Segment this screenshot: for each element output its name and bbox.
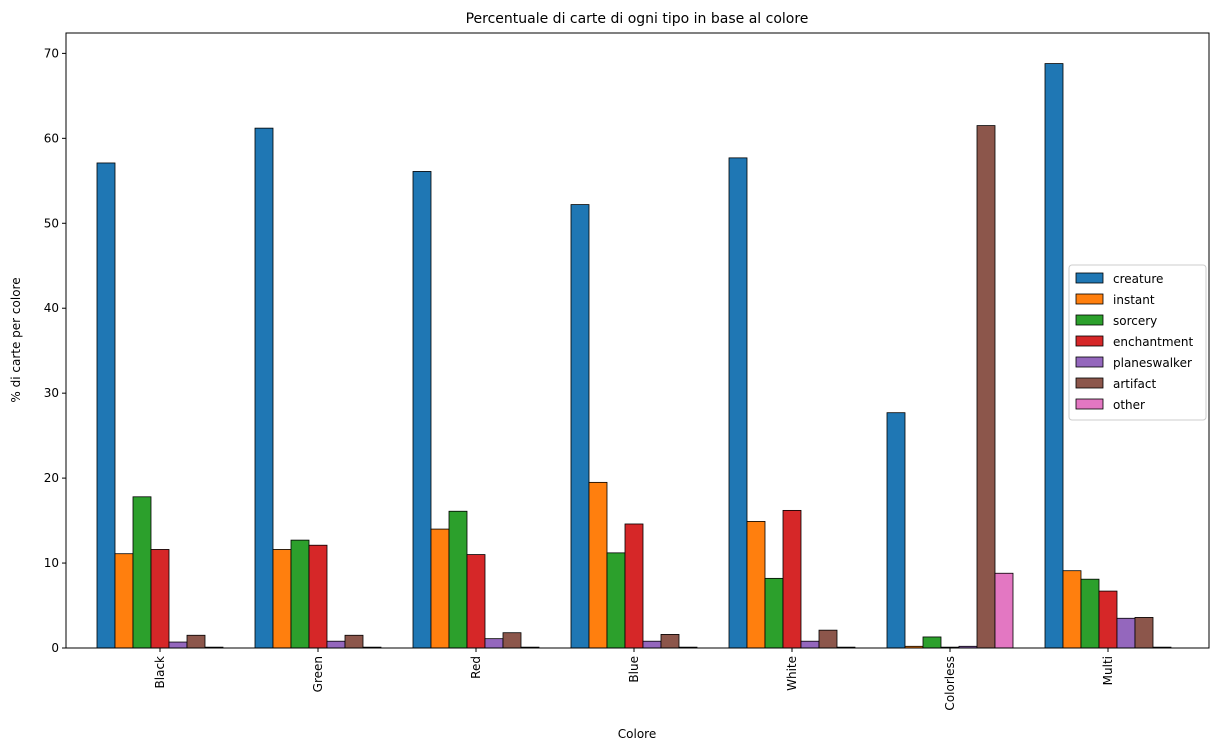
x-tick-label: White (785, 656, 799, 691)
bar-artifact-white (818, 629, 838, 649)
y-tick-label: 70 (44, 46, 59, 60)
bar-creature-black (96, 162, 116, 649)
bar-artifact-black (186, 634, 206, 649)
x-axis-label: Colore (618, 727, 656, 741)
bar-instant-white (746, 521, 766, 649)
y-tick-label: 60 (44, 131, 59, 145)
legend-label-other: other (1113, 398, 1145, 412)
legend-label-sorcery: sorcery (1113, 314, 1157, 328)
bar-instant-multi (1062, 570, 1082, 649)
legend-label-creature: creature (1113, 272, 1163, 286)
plot-frame (65, 32, 1210, 649)
bar-creature-red (412, 171, 432, 649)
bar-instant-red (430, 528, 450, 649)
bar-enchantment-multi (1098, 590, 1118, 649)
legend-swatch-enchantment (1075, 335, 1104, 347)
bar-sorcery-green (290, 539, 310, 649)
y-tick-label: 20 (44, 471, 59, 485)
legend-label-instant: instant (1113, 293, 1155, 307)
bar-sorcery-blue (606, 552, 626, 649)
bars-group (96, 63, 1172, 649)
bar-creature-multi (1044, 63, 1064, 649)
bar-enchantment-blue (624, 523, 644, 649)
bar-creature-blue (570, 204, 590, 649)
bar-instant-blue (588, 481, 608, 649)
y-tick-label: 10 (44, 556, 59, 570)
bar-enchantment-red (466, 554, 486, 649)
bar-artifact-red (502, 632, 522, 649)
x-tick-label: Colorless (943, 656, 957, 711)
legend-label-enchantment: enchantment (1113, 335, 1194, 349)
bar-artifact-green (344, 634, 364, 649)
legend-swatch-planeswalker (1075, 356, 1104, 368)
bar-sorcery-white (764, 577, 784, 649)
x-tick-label: Multi (1101, 656, 1115, 685)
legend-swatch-other (1075, 398, 1104, 410)
bar-sorcery-colorless (922, 636, 942, 649)
bar-creature-colorless (886, 412, 906, 649)
bar-planeswalker-black (168, 641, 188, 649)
legend-swatch-creature (1075, 272, 1104, 284)
legend-swatch-sorcery (1075, 314, 1104, 326)
bar-sorcery-black (132, 496, 152, 649)
x-tick-label: Red (469, 656, 483, 679)
legend-label-planeswalker: planeswalker (1113, 356, 1192, 370)
bar-creature-green (254, 127, 274, 649)
bar-planeswalker-blue (642, 640, 662, 649)
bar-enchantment-black (150, 549, 170, 649)
bar-sorcery-multi (1080, 578, 1100, 649)
bar-instant-black (114, 553, 134, 649)
bar-instant-green (272, 549, 292, 649)
chart-title: Percentuale di carte di ogni tipo in bas… (466, 11, 809, 27)
y-tick-label: 40 (44, 301, 59, 315)
bar-enchantment-green (308, 544, 328, 649)
x-tick-label: Green (311, 656, 325, 692)
legend-swatch-instant (1075, 293, 1104, 305)
legend-swatch-artifact (1075, 377, 1104, 389)
x-tick-label: Black (153, 656, 167, 689)
y-axis: 0 10 20 30 40 50 60 70 (44, 46, 66, 655)
bar-artifact-blue (660, 634, 680, 649)
bar-enchantment-white (782, 509, 802, 649)
y-axis-label: % di carte per colore (9, 277, 23, 402)
x-axis: Black Green Red Blue White Colorless Multi (153, 648, 1115, 711)
bar-artifact-multi (1134, 617, 1154, 649)
bar-planeswalker-red (484, 638, 504, 649)
y-tick-label: 30 (44, 386, 59, 400)
bar-creature-white (728, 157, 748, 649)
legend-label-artifact: artifact (1113, 377, 1157, 391)
y-tick-label: 0 (51, 641, 59, 655)
y-tick-label: 50 (44, 216, 59, 230)
bar-planeswalker-green (326, 640, 346, 649)
legend: creature instant sorcery enchantment planesw… (1068, 264, 1207, 421)
bar-other-colorless (994, 572, 1014, 649)
bar-sorcery-red (448, 510, 468, 649)
bar-planeswalker-white (800, 640, 820, 649)
bar-planeswalker-multi (1116, 617, 1136, 649)
x-tick-label: Blue (627, 656, 641, 683)
bar-artifact-colorless (976, 125, 996, 649)
